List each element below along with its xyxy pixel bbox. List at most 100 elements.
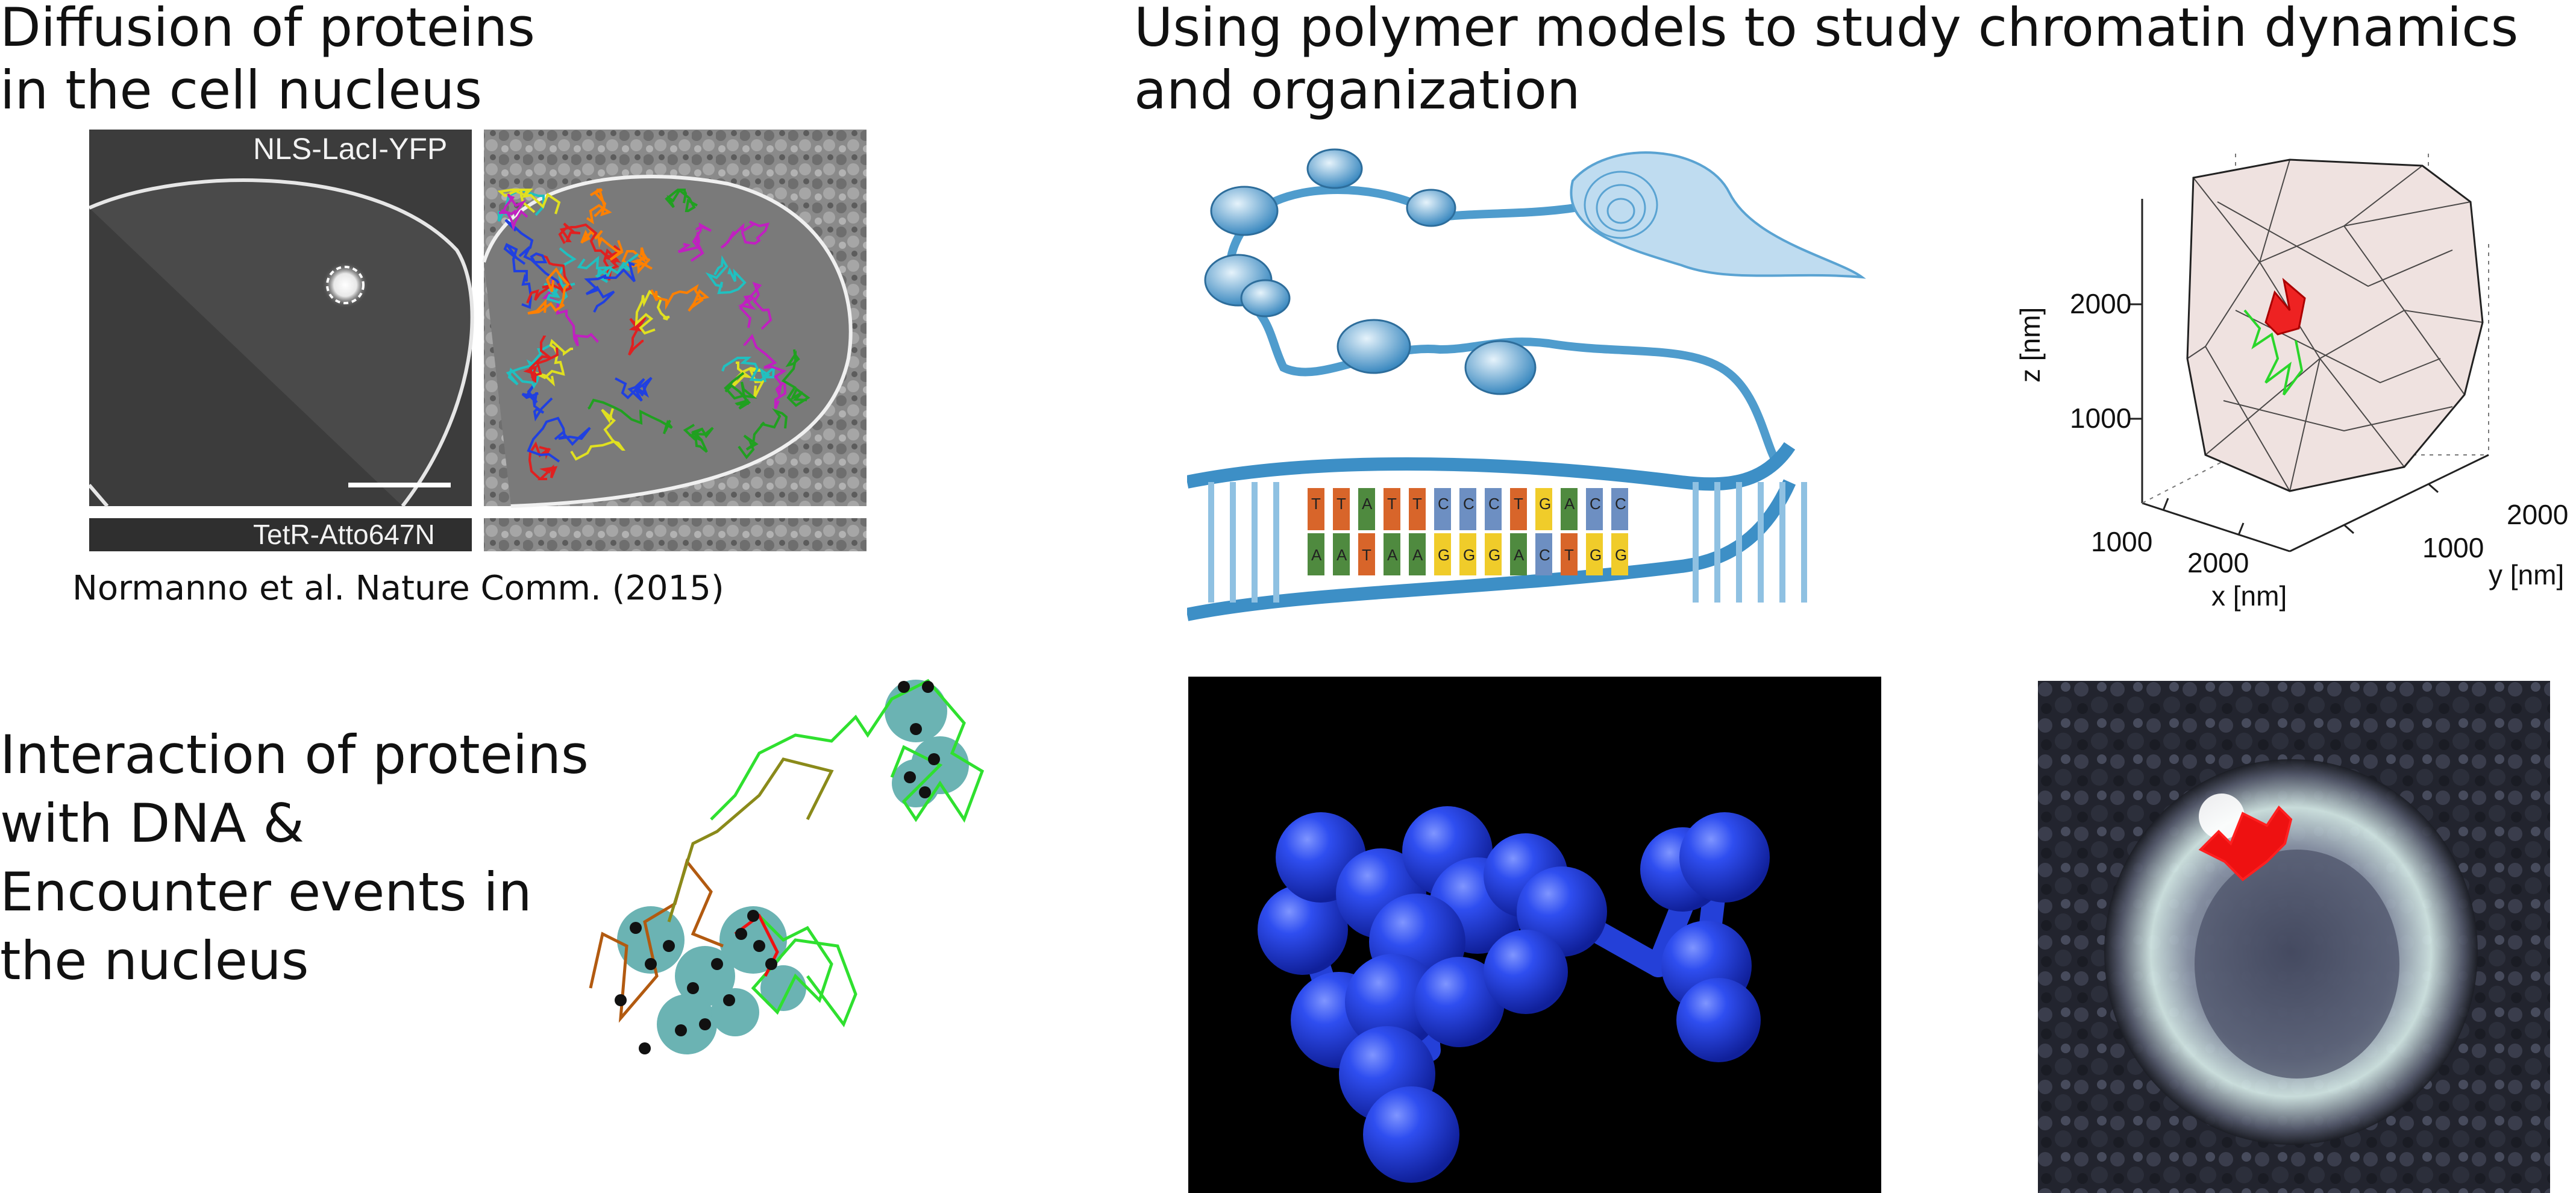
dna-base-letter-bottom: C [1539, 546, 1550, 564]
dna-base-letter-bottom: A [1514, 546, 1525, 564]
z-axis-label: z [nm] [2014, 307, 2046, 383]
dna-base-letter-bottom: A [1387, 546, 1398, 564]
trajectory-line [743, 334, 787, 409]
dna-base-bottom [1384, 533, 1400, 575]
dna-base-bottom [1358, 533, 1375, 575]
dna-base-letter-bottom: A [1311, 546, 1322, 564]
dna-base-letter-top: T [1387, 495, 1397, 513]
dna-base-letter-top: C [1438, 495, 1449, 513]
polymer-title: Using polymer models to study chromatin … [1134, 0, 2519, 121]
trajectory-line [577, 253, 639, 283]
trajectory-line [521, 384, 553, 422]
dna-base-top [1333, 488, 1350, 530]
dna-base-letter-bottom: G [1438, 546, 1450, 564]
dna-base-top [1485, 488, 1502, 530]
dna-base-top [1611, 488, 1628, 530]
trajectory-line [527, 416, 591, 463]
trajectory-line [586, 187, 612, 225]
dna-base-letter-bottom: G [1463, 546, 1475, 564]
trajectory-line [738, 281, 772, 330]
encounter-trajectory-illustration [578, 663, 1012, 1085]
dna-base-bottom [1611, 533, 1628, 575]
dna-base-letter-top: T [1311, 495, 1321, 513]
trajectory-line [705, 255, 747, 295]
dna-base-top [1358, 488, 1375, 530]
trajectory-line [615, 377, 653, 402]
dna-base-bottom [1333, 533, 1350, 575]
dna-base-letter-bottom: A [1337, 546, 1347, 564]
trajectory-line [683, 424, 714, 453]
trajectory-line [497, 189, 561, 214]
dna-base-top [1510, 488, 1527, 530]
green-trajectory [2243, 309, 2304, 396]
trajectory-line [523, 336, 559, 383]
dna-base-bottom [1586, 533, 1603, 575]
y-tick-2000: 2000 [2507, 499, 2568, 530]
dna-base-bottom [1485, 533, 1502, 575]
dna-base-letter-bottom: A [1412, 546, 1423, 564]
dna-base-top [1535, 488, 1552, 530]
trajectory-line [544, 247, 577, 304]
dna-base-letter-top: C [1615, 495, 1626, 513]
microscopy-figure [89, 130, 867, 551]
diffusion-title: Diffusion of proteins in the cell nucleu… [0, 0, 535, 121]
trajectory-line [677, 222, 712, 262]
trajectory-line [558, 222, 610, 260]
dna-base-bottom [1561, 533, 1578, 575]
dna-base-top [1459, 488, 1476, 530]
trajectory-line [738, 408, 788, 460]
dna-base-bottom [1459, 533, 1476, 575]
dna-base-bottom [1535, 533, 1552, 575]
dna-base-letter-top: A [1362, 495, 1373, 513]
dna-base-letter-top: C [1590, 495, 1601, 513]
dna-base-letter-top: G [1539, 495, 1551, 513]
trajectory-line [724, 372, 757, 410]
dna-base-bottom [1434, 533, 1451, 575]
dna-base-letter-top: C [1463, 495, 1474, 513]
trajectory-scribbles [497, 187, 810, 480]
dna-base-letter-top: T [1412, 495, 1422, 513]
trajectory-line [526, 252, 572, 304]
fluorescence-panel [89, 130, 474, 507]
dna-base-bottom [1409, 533, 1426, 575]
x-tick-2000: 2000 [2187, 547, 2249, 578]
dna-base-letter-top: C [1488, 495, 1500, 513]
trajectory-line [588, 398, 673, 434]
trajectory-line [628, 316, 647, 356]
trajectory-line [665, 189, 698, 212]
panel-label-tetr: TetR-Atto647N [253, 519, 435, 550]
trajectory-line [584, 261, 636, 313]
z-tick-1000: 1000 [2070, 402, 2131, 434]
bead-polymer-render [1188, 677, 1881, 1193]
dna-base-top [1409, 488, 1426, 530]
interaction-title: Interaction of proteins with DNA & Encou… [0, 724, 589, 992]
dna-base-letter-top: A [1564, 495, 1575, 513]
dna-base-letter-bottom: G [1488, 546, 1500, 564]
nucleus-microscopy-image [2038, 681, 2550, 1193]
trajectory-line [781, 349, 810, 407]
trajectory-line [504, 219, 560, 284]
trajectory-line [503, 243, 533, 309]
trajectory-line [527, 267, 570, 315]
trajectory-line [621, 247, 653, 274]
dna-base-letter-top: T [1337, 495, 1346, 513]
y-axis-label: y [nm] [2489, 559, 2564, 590]
trajectory-line [580, 225, 624, 261]
dna-base-letter-top: T [1514, 495, 1523, 513]
trajectory-line [534, 339, 573, 387]
trajectory-line [650, 284, 710, 312]
red-trajectory [2264, 278, 2306, 336]
trajectory-panel [482, 130, 867, 508]
dna-base-letter-bottom: T [1564, 546, 1574, 564]
citation: Normanno et al. Nature Comm. (2015) [72, 569, 724, 608]
dna-base-letter-bottom: T [1362, 546, 1371, 564]
dna-base-top [1434, 488, 1451, 530]
trajectory-line [635, 290, 670, 335]
dna-base-top [1561, 488, 1578, 530]
y-tick-1000: 1000 [2422, 532, 2484, 563]
dna-base-top [1308, 488, 1324, 530]
x-axis-label: x [nm] [2211, 580, 2287, 612]
dna-base-letter-bottom: G [1615, 546, 1627, 564]
